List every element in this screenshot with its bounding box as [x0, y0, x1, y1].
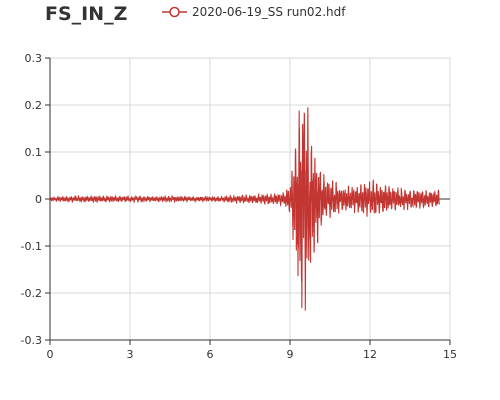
x-tick-label: 3 — [127, 348, 134, 361]
x-tick-label: 0 — [47, 348, 54, 361]
y-tick-label: -0.3 — [21, 334, 42, 347]
y-tick-label: 0.1 — [25, 146, 43, 159]
y-tick-label: -0.2 — [21, 287, 42, 300]
series-layer — [50, 107, 439, 310]
x-tick-label: 12 — [363, 348, 377, 361]
x-tick-label: 9 — [287, 348, 294, 361]
y-tick-label: 0 — [35, 193, 42, 206]
x-tick-label: 15 — [443, 348, 457, 361]
y-tick-label: 0.3 — [25, 52, 43, 65]
y-tick-label: 0.2 — [25, 99, 43, 112]
x-tick-label: 6 — [207, 348, 214, 361]
y-tick-label: -0.1 — [21, 240, 42, 253]
series-line — [50, 107, 439, 310]
